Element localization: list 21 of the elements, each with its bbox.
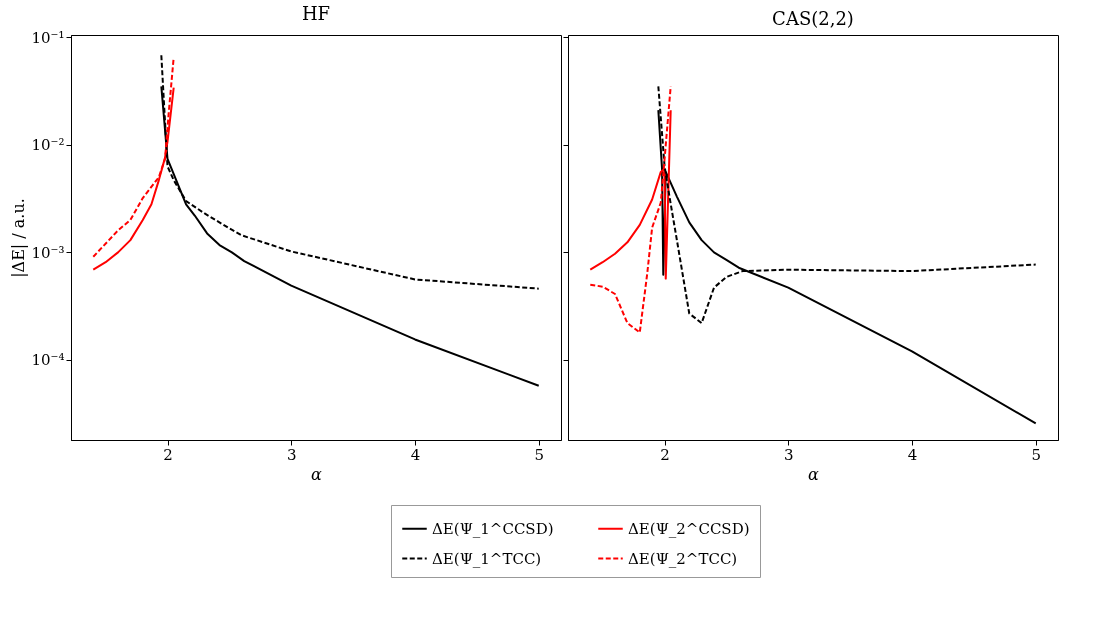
y-axis-title: |ΔE| / a.u. bbox=[9, 198, 29, 278]
x-axis-title: α bbox=[311, 464, 323, 484]
y-tick-label: 10⁻³ bbox=[31, 243, 65, 262]
legend-label: ΔE(Ψ_2^TCC) bbox=[628, 549, 738, 568]
x-tick-label: 5 bbox=[1031, 445, 1041, 464]
y-tick-label: 10⁻¹ bbox=[31, 28, 65, 47]
x-tick-label: 2 bbox=[163, 445, 173, 464]
x-axis-title: α bbox=[808, 464, 820, 484]
y-tick-label: 10⁻² bbox=[31, 136, 65, 155]
x-tick-label: 3 bbox=[783, 445, 794, 464]
x-tick-label: 4 bbox=[410, 445, 421, 464]
chart-title: HF bbox=[301, 3, 331, 25]
legend-label: ΔE(Ψ_2^CCSD) bbox=[628, 519, 750, 538]
legend-label: ΔE(Ψ_1^TCC) bbox=[432, 549, 542, 568]
y-tick-label: 10⁻⁴ bbox=[31, 351, 65, 370]
x-tick-label: 4 bbox=[907, 445, 918, 464]
x-tick-label: 2 bbox=[660, 445, 670, 464]
chart-title: CAS(2,2) bbox=[772, 8, 854, 29]
x-tick-label: 3 bbox=[286, 445, 297, 464]
x-tick-label: 5 bbox=[534, 445, 544, 464]
legend-label: ΔE(Ψ_1^CCSD) bbox=[432, 519, 554, 538]
